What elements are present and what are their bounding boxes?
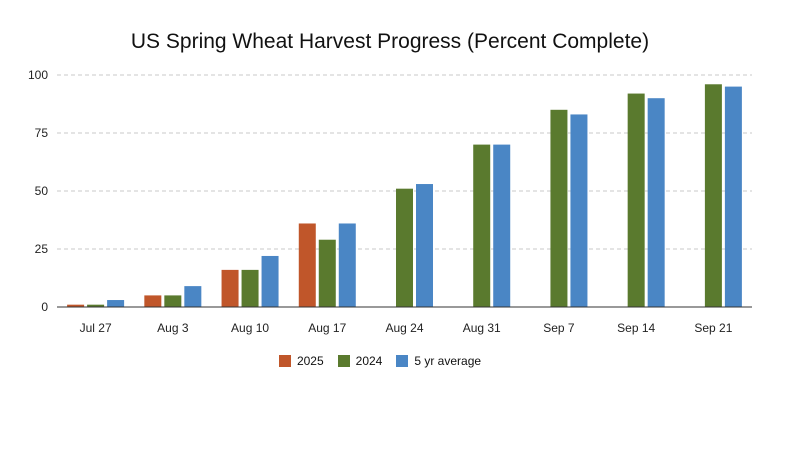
y-tick-label: 100 — [28, 68, 48, 82]
legend-item-2025: 2025 — [278, 354, 324, 368]
bar-2024-jul-27 — [87, 304, 105, 307]
bar-2025-aug-17 — [298, 223, 316, 307]
bar-5-yr-average-sep-14 — [647, 98, 665, 307]
x-axis-ticks: Jul 27 Aug 3 Aug 10 Aug 17 Aug 24 Aug 31 Sep 7… — [80, 321, 733, 335]
bar-2024-aug-3 — [164, 295, 182, 307]
x-tick-label: Aug 17 — [308, 321, 346, 335]
bar-2024-sep-14 — [627, 93, 645, 307]
gridlines — [57, 74, 752, 250]
legend-label-5yr-average: 5 yr average — [414, 354, 482, 368]
x-tick-label: Sep 7 — [543, 321, 575, 335]
chart-title: US Spring Wheat Harvest Progress (Percen… — [130, 30, 650, 53]
y-axis-ticks: 0 25 50 75 100 — [28, 68, 48, 314]
bar-2024-aug-31 — [473, 144, 491, 307]
bar-5-yr-average-aug-31 — [493, 144, 511, 307]
legend-swatch-2025 — [278, 355, 291, 367]
bar-5-yr-average-aug-3 — [184, 286, 202, 307]
legend-label-2024: 2024 — [355, 354, 383, 368]
y-tick-label: 25 — [35, 242, 49, 256]
bar-2024-aug-24 — [396, 188, 413, 307]
bar-2024-aug-17 — [318, 239, 336, 307]
x-tick-label: Aug 31 — [463, 321, 501, 335]
bar-2024-sep-7 — [550, 109, 568, 307]
x-tick-label: Sep 21 — [694, 321, 732, 335]
x-tick-label: Sep 14 — [617, 321, 655, 335]
legend-item-5yr-average: 5 yr average — [396, 354, 481, 368]
y-tick-label: 50 — [35, 184, 49, 198]
x-tick-label: Aug 3 — [157, 321, 189, 335]
bar-2025-aug-10 — [221, 269, 239, 307]
legend-label-2025: 2025 — [296, 354, 324, 368]
x-tick-label: Aug 24 — [385, 321, 423, 335]
y-tick-label: 75 — [35, 126, 49, 140]
bar-5-yr-average-jul-27 — [107, 300, 125, 307]
bar-2024-aug-10 — [241, 269, 259, 307]
bar-2025-jul-27 — [67, 304, 85, 307]
bar-5-yr-average-sep-21 — [724, 86, 742, 307]
legend-swatch-5yr-average — [396, 355, 409, 367]
bar-2024-sep-21 — [704, 84, 722, 307]
x-tick-label: Aug 10 — [231, 321, 269, 335]
bars — [67, 84, 742, 307]
legend-item-2024: 2024 — [337, 354, 383, 368]
bar-5-yr-average-aug-17 — [338, 223, 356, 307]
bar-5-yr-average-sep-7 — [570, 114, 588, 307]
bar-5-yr-average-aug-10 — [261, 255, 279, 307]
bar-2025-aug-3 — [144, 295, 162, 307]
x-tick-label: Jul 27 — [80, 321, 112, 335]
y-tick-label: 0 — [41, 300, 48, 314]
bar-5-yr-average-aug-24 — [416, 184, 433, 307]
legend-swatch-2024 — [337, 355, 350, 367]
legend: 2025 2024 5 yr average — [0, 354, 760, 368]
